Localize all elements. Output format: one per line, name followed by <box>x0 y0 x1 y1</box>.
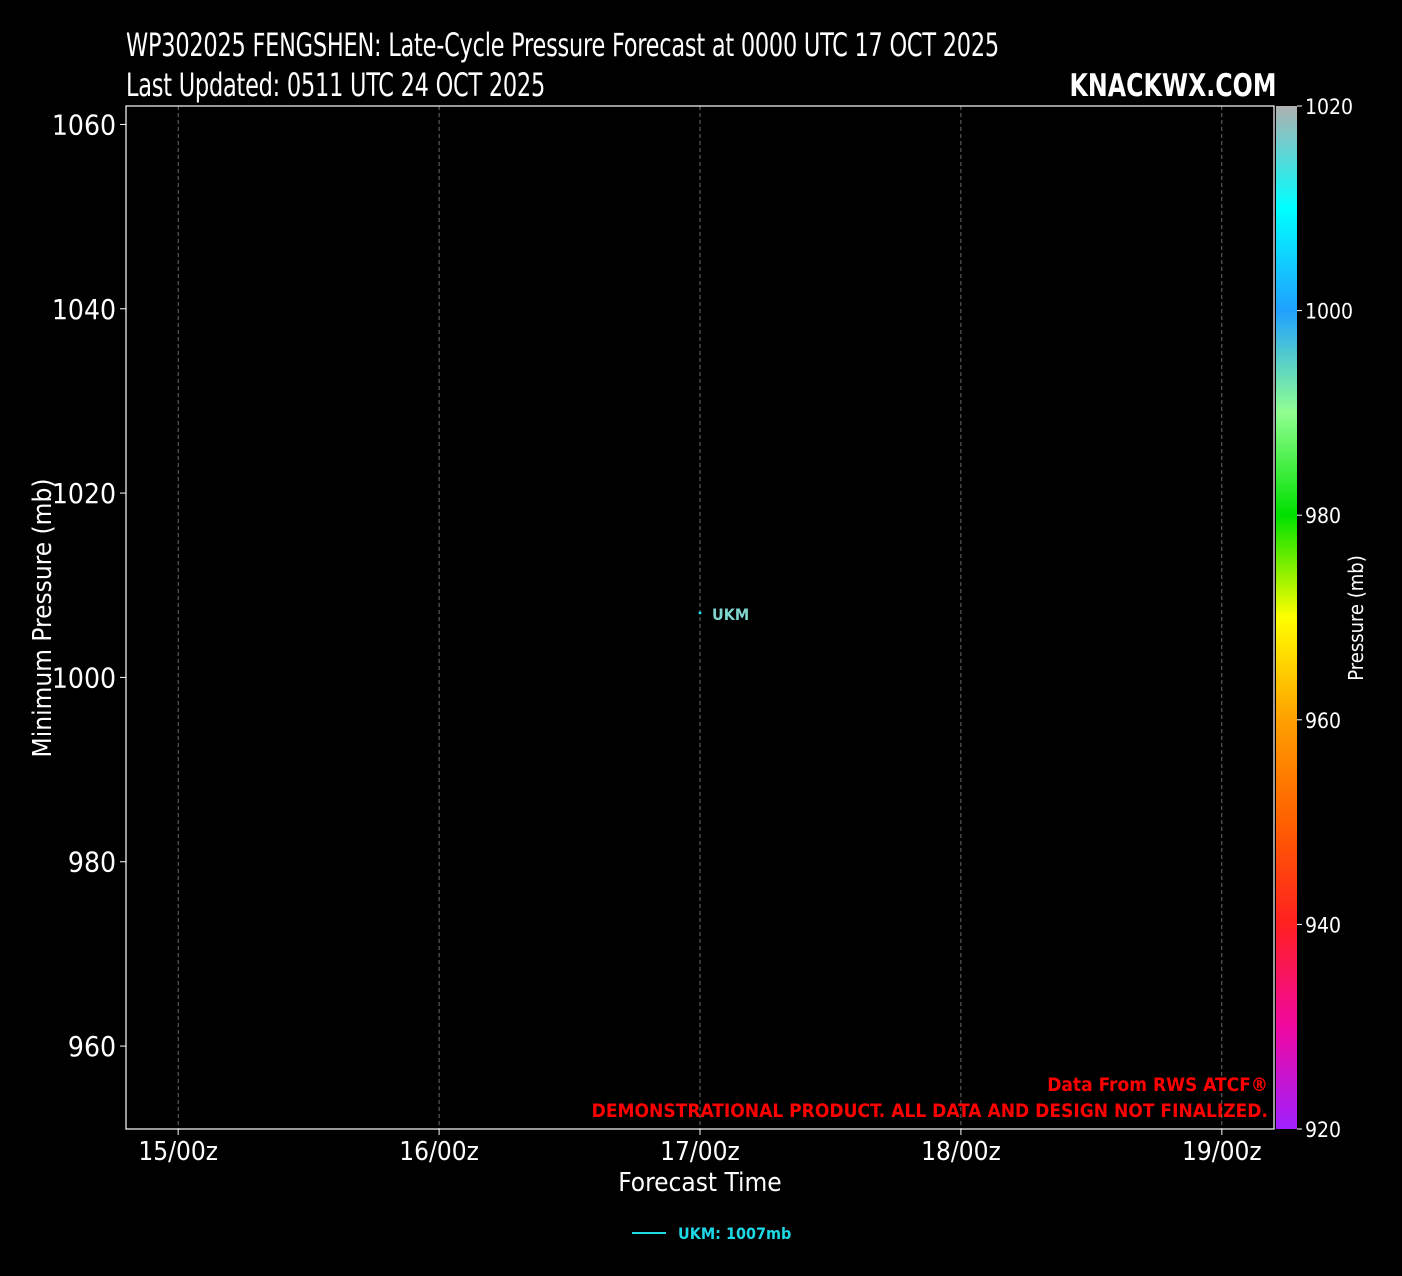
legend-label-ukm: UKM: 1007mb <box>678 1224 791 1243</box>
x-tick-label: 17/00z <box>660 1137 740 1167</box>
legend: UKM: 1007mb <box>632 1224 791 1243</box>
colorbar-tick-label: 920 <box>1305 1118 1341 1142</box>
colorbar: 920 940 960 980 1000 1020 Pressure (mb) <box>1276 95 1368 1142</box>
data-credit: Data From RWS ATCF® <box>1047 1074 1268 1096</box>
colorbar-label: Pressure (mb) <box>1344 555 1368 680</box>
chart-subtitle: Last Updated: 0511 UTC 24 OCT 2025 <box>126 66 546 104</box>
colorbar-tick-label: 940 <box>1305 913 1341 937</box>
grid-lines <box>177 106 1223 1129</box>
y-tick-label: 960 <box>68 1030 116 1063</box>
series-layer: UKM <box>698 605 749 624</box>
y-tick-label: 1000 <box>52 661 116 694</box>
data-point-ukm <box>698 611 702 615</box>
colorbar-tick-label: 980 <box>1305 504 1341 528</box>
chart-title: WP302025 FENGSHEN: Late-Cycle Pressure F… <box>126 26 999 64</box>
x-tick-label: 15/00z <box>138 1137 218 1167</box>
colorbar-gradient <box>1276 106 1297 1129</box>
x-tick-label: 16/00z <box>399 1137 479 1167</box>
colorbar-tick-label: 1000 <box>1305 300 1353 324</box>
x-tick-label: 18/00z <box>921 1137 1001 1167</box>
y-tick-label: 1020 <box>52 477 116 510</box>
x-axis-ticks: 15/00z 16/00z 17/00z 18/00z 19/00z <box>138 1129 1262 1167</box>
y-tick-label: 1040 <box>52 293 116 326</box>
colorbar-tick-label: 960 <box>1305 709 1341 733</box>
x-axis-label: Forecast Time <box>618 1168 781 1198</box>
disclaimer-text: DEMONSTRATIONAL PRODUCT. ALL DATA AND DE… <box>592 1100 1268 1122</box>
brand-watermark: KNACKWX.COM <box>1069 68 1276 104</box>
y-tick-label: 980 <box>68 846 116 879</box>
y-axis-ticks: 960 980 1000 1020 1040 1060 <box>52 108 126 1063</box>
y-tick-label: 1060 <box>52 108 116 141</box>
colorbar-tick-label: 1020 <box>1305 95 1353 119</box>
x-tick-label: 19/00z <box>1182 1137 1262 1167</box>
series-annotation-ukm: UKM <box>712 605 749 624</box>
y-axis-label: Minimum Pressure (mb) <box>28 479 58 758</box>
